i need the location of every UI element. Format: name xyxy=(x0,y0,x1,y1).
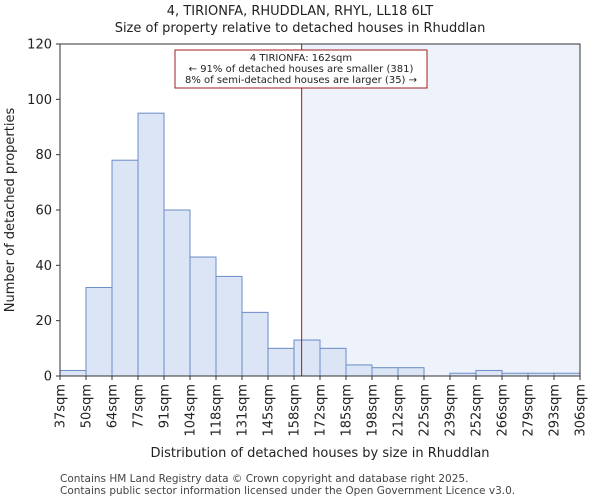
annotation-box: 4 TIRIONFA: 162sqm ← 91% of detached hou… xyxy=(174,49,428,89)
bar-145sqm xyxy=(267,347,295,377)
bar-64sqm xyxy=(111,159,139,377)
bar-185sqm xyxy=(345,364,373,377)
bar-118sqm xyxy=(215,275,243,377)
x-tick-label: 279sqm xyxy=(522,384,537,437)
x-tick-label: 131sqm xyxy=(236,384,251,437)
y-tick-label: 0 xyxy=(44,370,52,385)
chart-title: 4, TIRIONFA, RHUDDLAN, RHYL, LL18 6LT xyxy=(166,4,434,19)
x-axis: 37sqm 50sqm 64sqm 77sqm 91sqm 104sqm 118sqm 131… xyxy=(54,376,589,437)
x-tick-label: 198sqm xyxy=(366,384,381,437)
footer-line-2: Contains public sector information licen… xyxy=(60,485,516,497)
y-tick-label: 80 xyxy=(35,148,52,163)
chart-subtitle: Size of property relative to detached ho… xyxy=(114,21,486,36)
bar-77sqm xyxy=(137,112,165,377)
bar-91sqm xyxy=(163,209,191,377)
bar-104sqm xyxy=(189,256,217,377)
bar-172sqm xyxy=(319,347,347,377)
x-tick-label: 185sqm xyxy=(340,384,355,437)
x-tick-label: 266sqm xyxy=(496,384,511,437)
y-tick-label: 100 xyxy=(27,93,52,108)
y-tick-label: 120 xyxy=(27,38,52,53)
bar-158sqm xyxy=(293,339,321,377)
y-tick-label: 40 xyxy=(35,259,52,274)
bar-37sqm xyxy=(59,369,87,377)
x-tick-label: 104sqm xyxy=(184,384,199,437)
x-tick-label: 50sqm xyxy=(80,384,95,428)
x-tick-label: 145sqm xyxy=(262,384,277,437)
x-tick-label: 37sqm xyxy=(54,384,69,428)
bar-252sqm xyxy=(475,369,503,377)
x-tick-label: 118sqm xyxy=(210,384,225,437)
x-tick-label: 91sqm xyxy=(158,384,173,428)
x-tick-label: 239sqm xyxy=(444,384,459,437)
x-tick-label: 172sqm xyxy=(314,384,329,437)
x-tick-label: 212sqm xyxy=(392,384,407,437)
x-tick-label: 225sqm xyxy=(418,384,433,437)
bars-group xyxy=(59,112,581,377)
annotation-line-2: ← 91% of detached houses are smaller (38… xyxy=(189,64,414,75)
annotation-line-1: 4 TIRIONFA: 162sqm xyxy=(250,53,352,64)
larger-region-shade xyxy=(301,44,580,376)
x-tick-label: 252sqm xyxy=(470,384,485,437)
bar-131sqm xyxy=(241,311,269,377)
y-axis: 0 20 40 60 80 100 120 xyxy=(27,38,60,385)
histogram-chart: 0 20 40 60 80 100 120 37sqm 50sqm 64sqm 77sqm 91sq… xyxy=(3,38,589,462)
x-tick-label: 158sqm xyxy=(288,384,303,437)
y-axis-label: Number of detached properties xyxy=(3,108,18,313)
x-tick-label: 293sqm xyxy=(548,384,563,437)
x-axis-label: Distribution of detached houses by size … xyxy=(150,446,489,461)
bar-212sqm xyxy=(397,367,425,377)
bar-198sqm xyxy=(371,367,399,377)
y-tick-label: 60 xyxy=(35,204,52,219)
bar-50sqm xyxy=(85,286,113,377)
footer-line-1: Contains HM Land Registry data © Crown c… xyxy=(60,473,469,485)
x-tick-label: 64sqm xyxy=(106,384,121,428)
annotation-frame xyxy=(174,49,428,89)
y-tick-label: 20 xyxy=(35,314,52,329)
x-tick-label: 77sqm xyxy=(132,384,147,428)
x-tick-label: 306sqm xyxy=(574,384,589,437)
annotation-line-3: 8% of semi-detached houses are larger (3… xyxy=(185,75,417,86)
